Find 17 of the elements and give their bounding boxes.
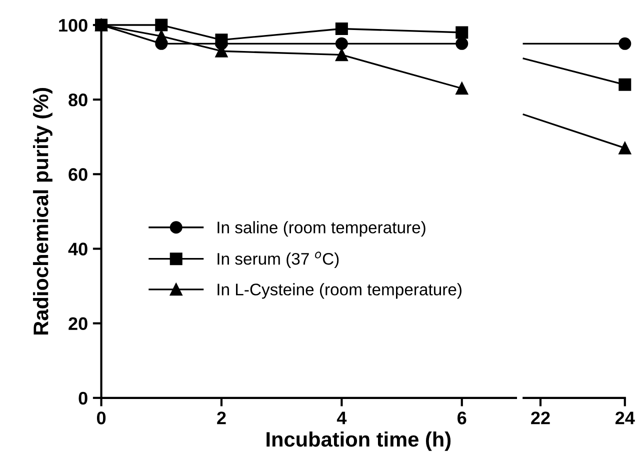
x-tick-label: 0 bbox=[96, 412, 106, 424]
y-tick-label: 60 bbox=[68, 168, 88, 181]
x-tick-label: 22 bbox=[531, 412, 550, 424]
y-axis-title: Radiochemical purity (%) bbox=[32, 88, 52, 334]
x-tick-label: 4 bbox=[336, 412, 347, 424]
legend-label: In saline (room temperature) bbox=[218, 221, 426, 237]
legend-label: In serum (37 $^{o}$C) bbox=[218, 252, 339, 268]
y-tick-label: 80 bbox=[68, 94, 88, 106]
x-axis-title: Incubation time (h) bbox=[266, 431, 451, 451]
x-tick-label: 24 bbox=[615, 412, 635, 424]
y-tick-label: 40 bbox=[68, 242, 88, 256]
x-tick-label: 2 bbox=[217, 412, 226, 424]
y-tick-label: 0 bbox=[78, 392, 88, 405]
y-tick-label: 20 bbox=[68, 317, 88, 330]
legend-label: In L-Cysteine (room temperature) bbox=[218, 283, 462, 299]
y-tick-label: 100 bbox=[59, 18, 88, 32]
x-tick-label: 6 bbox=[458, 412, 466, 424]
